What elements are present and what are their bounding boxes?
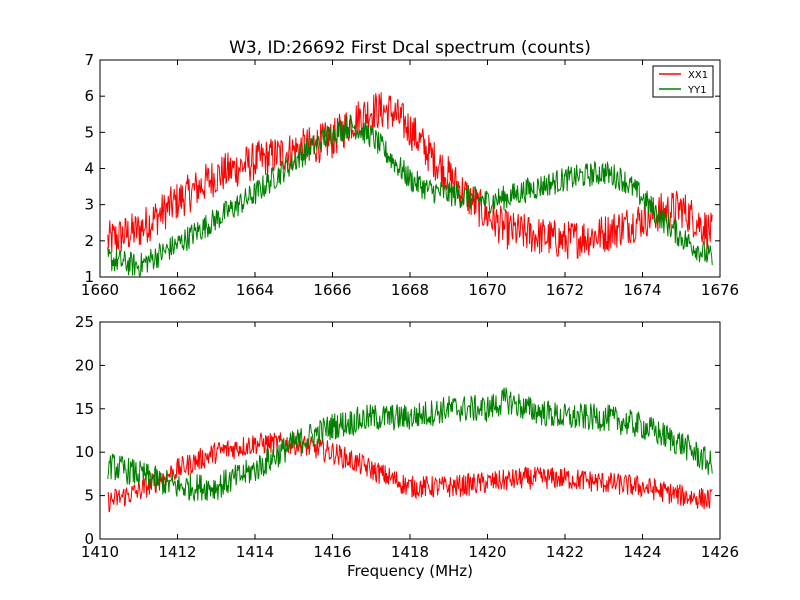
top-plot-frame xyxy=(99,59,721,278)
bottom-y-ticks: 0 5 10 15 20 25 xyxy=(75,313,720,548)
top-y-tick-label: 2 xyxy=(84,232,94,250)
bottom-y-tick-label: 5 xyxy=(84,487,94,505)
legend-xx1-label: XX1 xyxy=(688,70,708,81)
bottom-x-ticks: 1410 1412 1414 1416 1418 1420 1422 1424 1426 xyxy=(81,322,739,561)
top-panel-series xyxy=(107,92,713,277)
bottom-x-tick-label: 1426 xyxy=(701,543,739,561)
top-y-tick-label: 4 xyxy=(84,160,94,178)
top-series-yy1 xyxy=(107,114,713,277)
top-x-tick-label: 1664 xyxy=(236,281,274,299)
bottom-x-tick-label: 1420 xyxy=(468,543,506,561)
top-x-tick-label: 1660 xyxy=(81,281,119,299)
bottom-x-tick-label: 1412 xyxy=(158,543,196,561)
top-y-tick-label: 5 xyxy=(84,123,94,141)
top-series-xx1 xyxy=(107,92,713,260)
bottom-y-tick-label: 15 xyxy=(75,400,94,418)
bottom-y-tick-label: 25 xyxy=(75,313,94,331)
top-y-tick-label: 3 xyxy=(84,196,94,214)
top-x-tick-label: 1670 xyxy=(468,281,506,299)
top-legend: XX1 YY1 xyxy=(652,65,714,98)
top-panel: 1660 1662 1664 1666 1668 1670 1672 1674 1676 1 2 3… xyxy=(81,51,739,299)
bottom-panel-series xyxy=(107,387,713,513)
top-x-ticks: 1660 1662 1664 1666 1668 1670 1672 1674 1676 xyxy=(81,60,739,299)
bottom-y-tick-label: 20 xyxy=(75,356,94,374)
bottom-x-tick-label: 1414 xyxy=(236,543,274,561)
figure-title: W3, ID:26692 First Dcal spectrum (counts… xyxy=(229,38,591,58)
top-x-tick-label: 1672 xyxy=(546,281,584,299)
top-x-tick-label: 1662 xyxy=(158,281,196,299)
top-x-tick-label: 1666 xyxy=(313,281,351,299)
legend-yy1-label: YY1 xyxy=(687,85,707,96)
top-y-tick-label: 7 xyxy=(84,51,94,69)
top-y-tick-label: 1 xyxy=(84,268,94,286)
top-y-ticks: 1 2 3 4 5 6 7 xyxy=(84,51,720,286)
bottom-x-tick-label: 1424 xyxy=(623,543,661,561)
top-x-tick-label: 1676 xyxy=(701,281,739,299)
bottom-series-green xyxy=(107,387,713,503)
top-x-tick-label: 1674 xyxy=(623,281,661,299)
bottom-panel: 1410 1412 1414 1416 1418 1420 1422 1424 1426 051… xyxy=(75,313,739,561)
top-x-tick-label: 1668 xyxy=(391,281,429,299)
legend-box xyxy=(652,65,714,98)
bottom-x-tick-label: 1410 xyxy=(81,543,119,561)
bottom-x-tick-label: 1416 xyxy=(313,543,351,561)
bottom-y-tick-label: 10 xyxy=(75,443,94,461)
x-axis-label: Frequency (MHz) xyxy=(347,562,473,580)
top-y-tick-label: 6 xyxy=(84,87,94,105)
bottom-y-tick-label: 0 xyxy=(84,530,94,548)
bottom-x-tick-label: 1418 xyxy=(391,543,429,561)
bottom-x-tick-label: 1422 xyxy=(546,543,584,561)
bottom-series-red xyxy=(107,432,713,513)
